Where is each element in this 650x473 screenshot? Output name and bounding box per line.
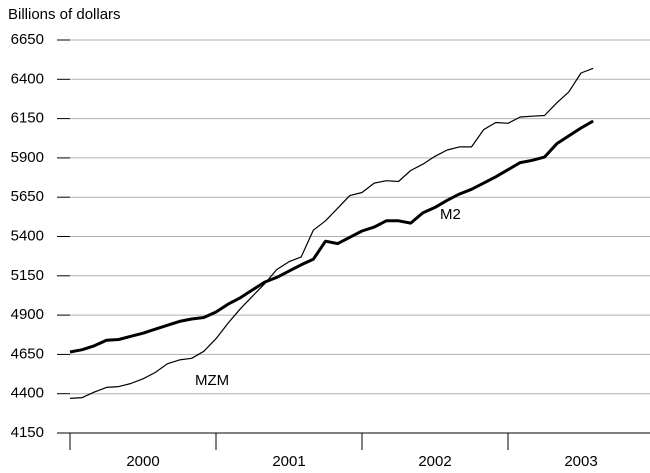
y-tick-label: 5900 — [11, 149, 44, 166]
y-tick-label: 5400 — [11, 227, 44, 244]
series-line — [69, 119, 594, 354]
y-tick-label: 4900 — [11, 306, 44, 323]
x-tick-label: 2001 — [272, 453, 305, 470]
y-tick-label: 5150 — [11, 267, 44, 284]
series-label: MZM — [195, 372, 229, 389]
y-tick-label: 6650 — [11, 31, 44, 48]
y-axis-label: Billions of dollars — [8, 6, 121, 23]
y-tick-label: 4650 — [11, 345, 44, 362]
series-line — [69, 67, 594, 399]
y-tick-label: 6150 — [11, 110, 44, 127]
x-tick-label: 2002 — [418, 453, 451, 470]
y-tick-label: 6400 — [11, 70, 44, 87]
x-tick-label: 2003 — [564, 453, 597, 470]
y-tick-label: 5650 — [11, 188, 44, 205]
x-tick-label: 2000 — [126, 453, 159, 470]
series-label: M2 — [440, 206, 461, 223]
y-tick-label: 4150 — [11, 424, 44, 441]
y-tick-label: 4400 — [11, 385, 44, 402]
